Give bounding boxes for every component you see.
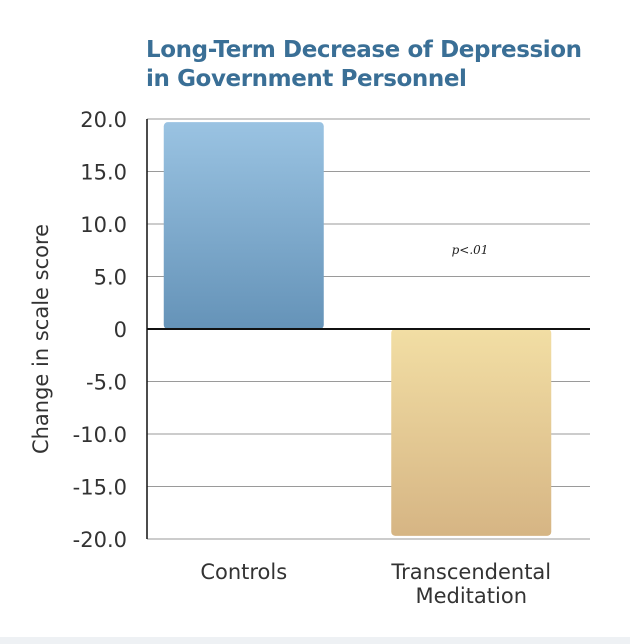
labels: 20.0 15.0 10.0 5.0 0 -5.0 -10.0 -15.0 -20.0 Contr… [29,108,551,608]
y-tick-label: -10.0 [73,423,127,447]
bottom-divider [0,637,630,644]
y-tick-label: 10.0 [80,213,127,237]
chart-title-line-2: in Government Personnel [146,66,467,92]
axes [146,119,590,539]
y-tick-label: 5.0 [94,266,127,290]
y-tick-label: -15.0 [73,476,127,500]
y-tick-label: 15.0 [80,161,127,185]
y-tick-label: 0 [114,318,127,342]
bar-controls [163,122,324,330]
p-value-annotation: p<.01 [452,243,489,257]
x-category-label: Transcendental [390,560,551,584]
x-category-label: Meditation [415,584,527,608]
bars [163,122,552,536]
chart-title-line-1: Long-Term Decrease of Depression [146,37,582,63]
y-axis-title: Change in scale score [29,224,53,454]
y-tick-label: 20.0 [80,108,127,132]
y-tick-label: -20.0 [73,528,127,552]
chart-title: Long-Term Decrease of Depression in Gove… [146,36,626,94]
y-tick-label: -5.0 [86,371,127,395]
bar-transcendental-meditation [391,329,552,536]
x-category-label: Controls [200,560,287,584]
